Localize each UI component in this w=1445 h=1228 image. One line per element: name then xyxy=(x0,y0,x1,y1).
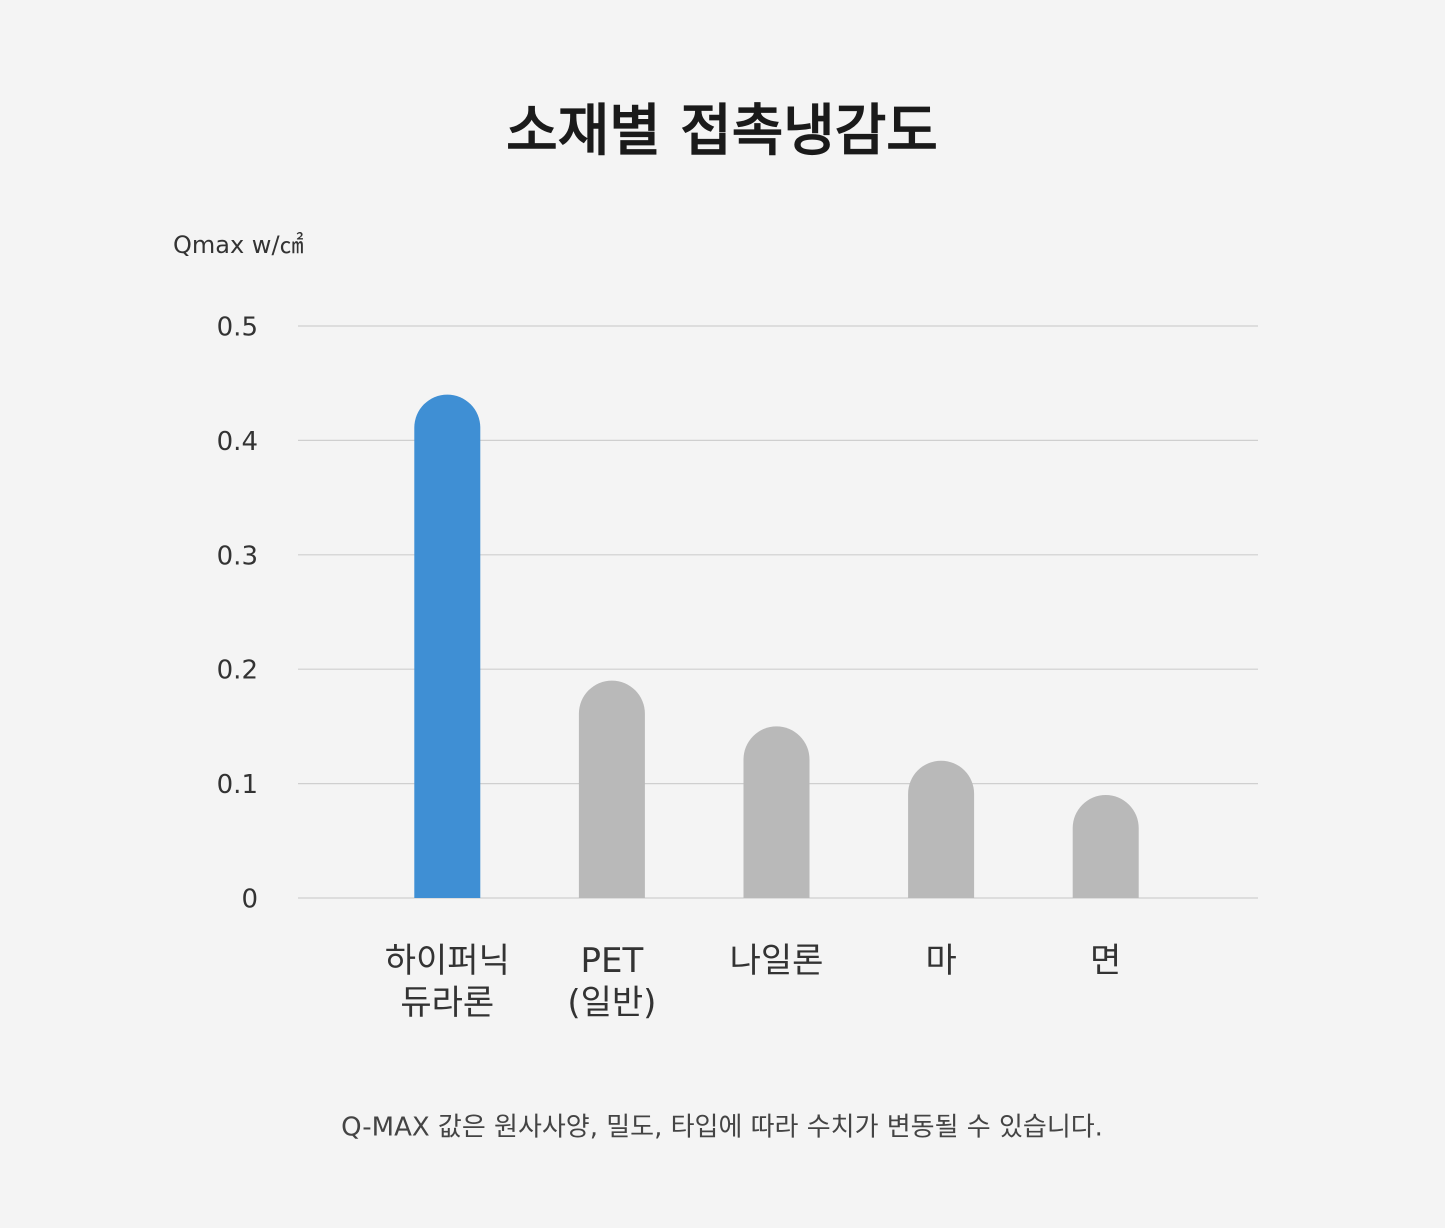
y-tick-label: 0 xyxy=(241,885,258,915)
y-tick-label: 0.4 xyxy=(217,427,258,457)
x-tick-label: PET (일반) xyxy=(567,941,657,1023)
bar xyxy=(578,680,645,898)
x-tick-label: 나일론 xyxy=(729,941,824,981)
x-tick-label: 하이퍼닉 듀라론 xyxy=(384,941,510,1023)
bar xyxy=(414,394,481,898)
chart-title: 소재별 접촉냉감도 xyxy=(506,99,938,164)
y-tick-label: 0.1 xyxy=(217,770,258,800)
x-tick-label: 면 xyxy=(1090,941,1122,981)
footnote: Q-MAX 값은 원사사양, 밀도, 타입에 따라 수치가 변동될 수 있습니다… xyxy=(341,1113,1103,1143)
bar xyxy=(743,726,810,898)
x-tick-label: 마 xyxy=(925,941,957,981)
y-axis-label: Qmax w/㎠ xyxy=(173,231,304,259)
y-tick-label: 0.5 xyxy=(217,313,258,343)
bar xyxy=(1072,795,1139,898)
y-tick-label: 0.2 xyxy=(217,656,258,686)
y-tick-label: 0.3 xyxy=(217,541,258,571)
bar xyxy=(908,760,975,898)
